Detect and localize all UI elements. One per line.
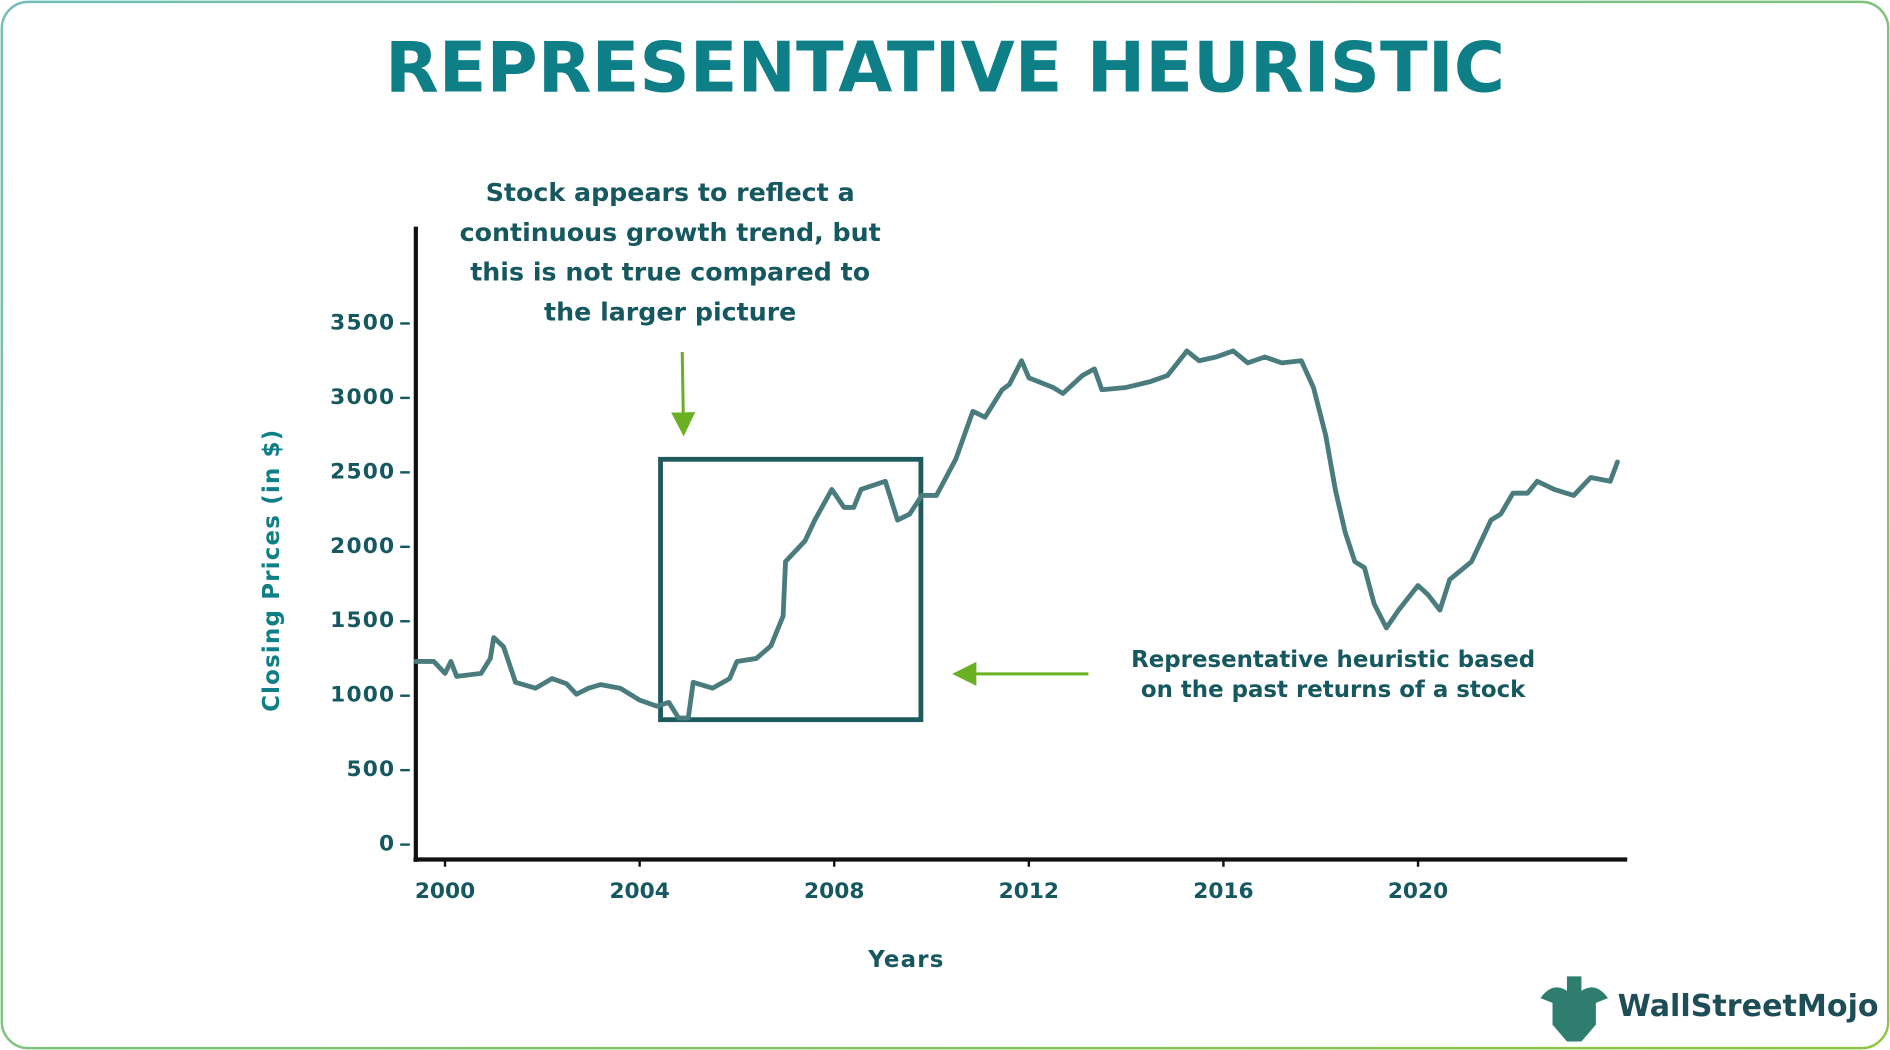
- logo-text: WallStreetMojo: [1618, 989, 1879, 1024]
- x-tick-label: 2012: [999, 879, 1059, 904]
- logo: WallStreetMojo: [1540, 976, 1879, 1042]
- annotation: on the past returns of a stock: [1141, 677, 1526, 703]
- annotation: Stock appears to reflect a: [486, 178, 855, 207]
- x-tick-label: 2000: [415, 879, 475, 904]
- arrow: [671, 352, 696, 437]
- annotation: the larger picture: [544, 297, 796, 326]
- y-tick-label: 3500: [330, 310, 395, 335]
- price-line: [413, 348, 1620, 721]
- x-tick-label: 2020: [1388, 879, 1448, 904]
- y-tick-label: 1000: [330, 683, 395, 708]
- x-tick-label: 2004: [609, 879, 669, 904]
- logo-icon: [1540, 976, 1608, 1042]
- annotation: Representative heuristic based: [1131, 647, 1535, 673]
- x-tick-label: 2008: [804, 879, 864, 904]
- y-tick-label: 0: [379, 832, 395, 857]
- y-tick-label: 2000: [330, 534, 395, 559]
- y-tick-label: 500: [346, 757, 395, 782]
- y-tick-label: 3000: [330, 385, 395, 410]
- highlight-box: [658, 456, 924, 723]
- annotation: this is not true compared to: [470, 258, 870, 287]
- annotation: continuous growth trend, but: [460, 218, 881, 247]
- x-tick-label: 2016: [1193, 879, 1253, 904]
- y-tick-label: 2500: [330, 459, 395, 484]
- chart-title: REPRESENTATIVE HEURISTIC: [385, 27, 1505, 108]
- x-axis-label: Years: [867, 947, 944, 973]
- y-tick-label: 1500: [330, 608, 395, 633]
- y-axis-label: Closing Prices (in $): [259, 429, 285, 712]
